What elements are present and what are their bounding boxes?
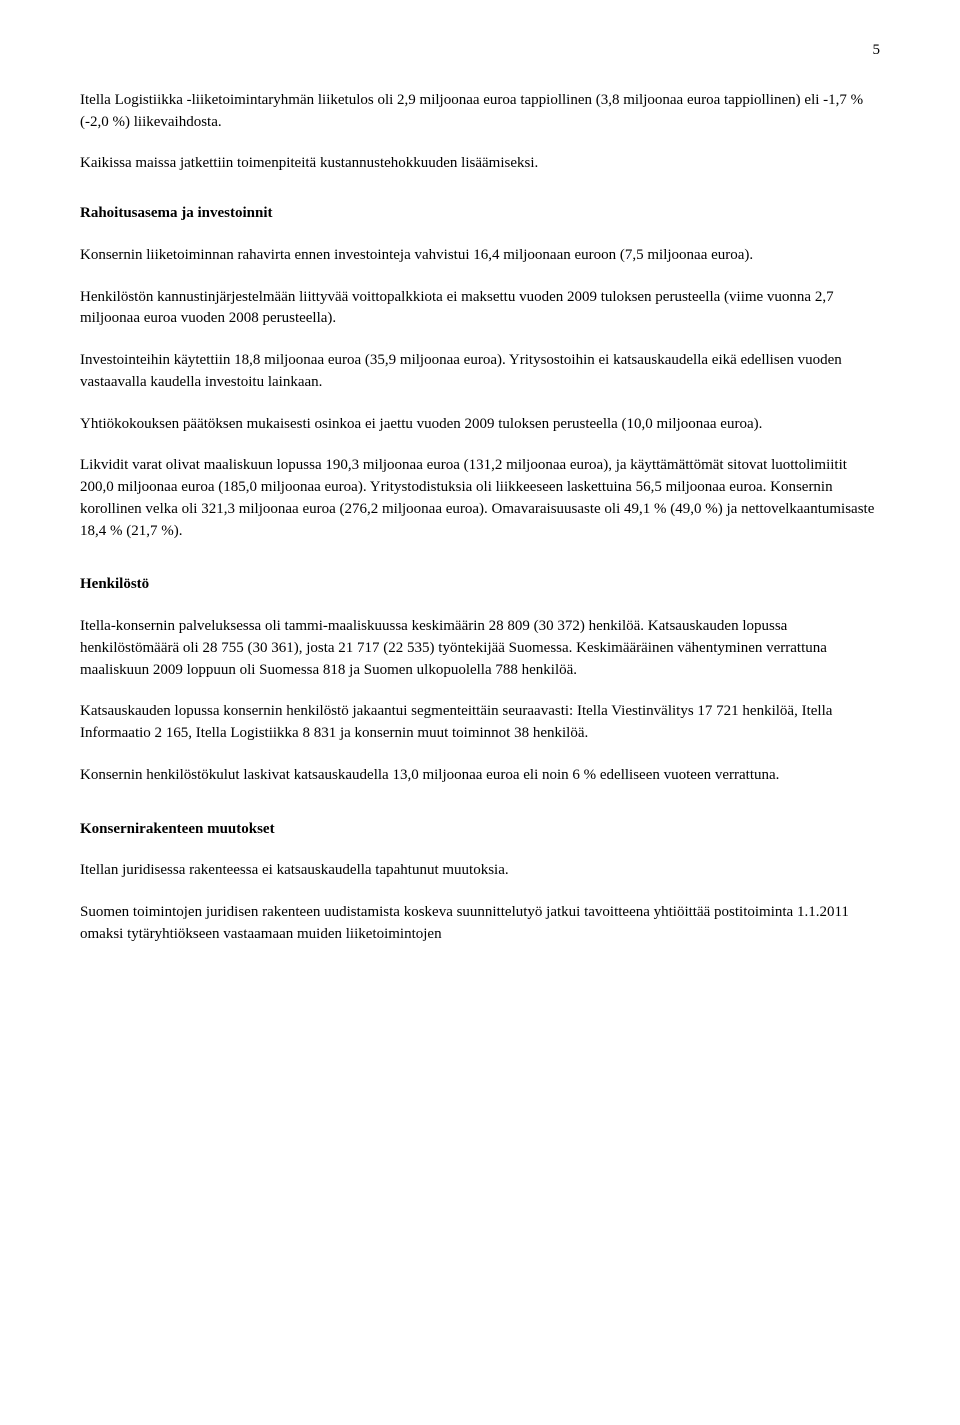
body-paragraph: Konsernin henkilöstökulut laskivat katsa… xyxy=(80,765,880,787)
body-paragraph: Henkilöstön kannustinjärjestelmään liitt… xyxy=(80,287,880,331)
section-heading-rahoitus: Rahoitusasema ja investoinnit xyxy=(80,203,880,225)
body-paragraph: Suomen toimintojen juridisen rakenteen u… xyxy=(80,902,880,946)
section-heading-henkilosto: Henkilöstö xyxy=(80,574,880,596)
body-paragraph: Kaikissa maissa jatkettiin toimenpiteitä… xyxy=(80,153,880,175)
body-paragraph: Itella Logistiikka -liiketoimintaryhmän … xyxy=(80,90,880,134)
body-paragraph: Investointeihin käytettiin 18,8 miljoona… xyxy=(80,350,880,394)
body-paragraph: Itellan juridisessa rakenteessa ei katsa… xyxy=(80,860,880,882)
body-paragraph: Konsernin liiketoiminnan rahavirta ennen… xyxy=(80,245,880,267)
body-paragraph: Likvidit varat olivat maaliskuun lopussa… xyxy=(80,455,880,542)
body-paragraph: Katsauskauden lopussa konsernin henkilös… xyxy=(80,701,880,745)
section-heading-konsernirakenne: Konsernirakenteen muutokset xyxy=(80,819,880,841)
body-paragraph: Yhtiökokouksen päätöksen mukaisesti osin… xyxy=(80,414,880,436)
page-number: 5 xyxy=(80,40,880,62)
body-paragraph: Itella-konsernin palveluksessa oli tammi… xyxy=(80,616,880,681)
